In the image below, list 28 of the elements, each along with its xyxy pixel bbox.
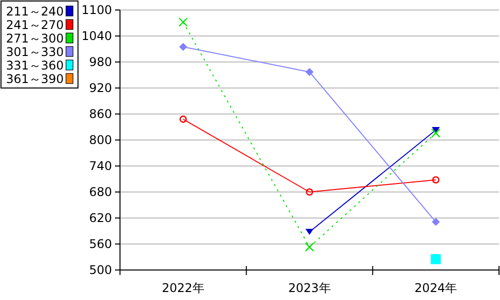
y-tick-label: 800 [89, 133, 112, 147]
legend-label: 331～360 [6, 58, 64, 72]
y-tick-label: 680 [89, 185, 112, 199]
point [179, 42, 188, 51]
point [432, 218, 440, 226]
x-tick-label: 2024年 [414, 281, 458, 295]
legend-label: 211～240 [6, 4, 64, 18]
x-tick-label: 2022年 [162, 281, 204, 295]
y-tick-label: 500 [89, 263, 112, 277]
y-tick-label: 980 [89, 55, 112, 69]
y-tick-label: 740 [89, 159, 112, 173]
point [178, 18, 188, 27]
y-tick-label: 1100 [81, 3, 112, 17]
point [306, 68, 314, 76]
legend-label: 301～330 [6, 45, 64, 59]
legend-label: 241～270 [6, 18, 64, 32]
x-tick-label: 2023年 [288, 281, 331, 295]
y-tick-label: 620 [89, 211, 112, 225]
legend-label: 271～300 [6, 32, 64, 46]
y-tick-label: 1040 [81, 29, 112, 43]
point [306, 188, 314, 196]
point [180, 116, 187, 123]
y-tick-label: 920 [89, 81, 112, 95]
point [432, 176, 440, 184]
y-tick-label: 560 [89, 237, 112, 251]
legend-label: 361～390 [6, 72, 64, 86]
y-tick-label: 860 [89, 107, 112, 121]
point [304, 242, 314, 252]
